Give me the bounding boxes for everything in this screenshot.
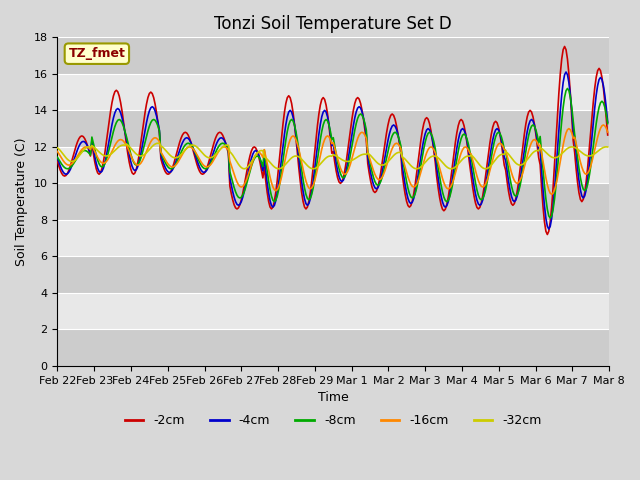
X-axis label: Time: Time [318, 391, 349, 404]
Bar [58, 256, 609, 293]
Bar [58, 329, 609, 366]
Bar [58, 183, 609, 220]
Bar [58, 37, 609, 74]
Legend: -2cm, -4cm, -8cm, -16cm, -32cm: -2cm, -4cm, -8cm, -16cm, -32cm [120, 409, 547, 432]
Title: Tonzi Soil Temperature Set D: Tonzi Soil Temperature Set D [214, 15, 452, 33]
Y-axis label: Soil Temperature (C): Soil Temperature (C) [15, 137, 28, 266]
Text: TZ_fmet: TZ_fmet [68, 47, 125, 60]
Bar [58, 147, 609, 183]
Bar [58, 74, 609, 110]
Bar [58, 220, 609, 256]
Bar [58, 110, 609, 147]
Bar [58, 293, 609, 329]
